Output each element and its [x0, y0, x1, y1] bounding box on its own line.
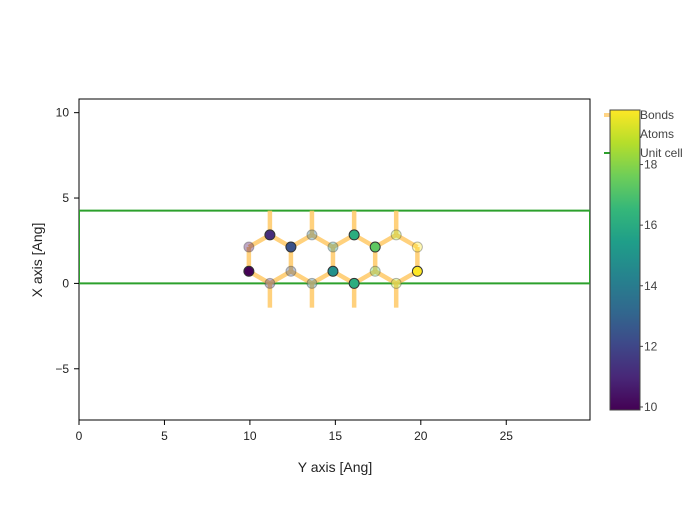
- colorbar-tick-label: 16: [644, 218, 658, 232]
- atom-point[interactable]: [243, 241, 255, 253]
- legend-bonds-label: Bonds: [640, 108, 674, 122]
- x-tick-label: 20: [414, 429, 428, 443]
- atom-point[interactable]: [306, 277, 318, 289]
- atoms-layer: [243, 229, 423, 289]
- colorbar-gradient: [609, 109, 641, 411]
- colorbar-ticks: 10 12 14 16 18: [640, 158, 658, 414]
- colorbar-tick-label: 12: [644, 339, 658, 353]
- bond: [395, 232, 419, 249]
- legend-item-atoms[interactable]: Atoms: [640, 127, 674, 141]
- atom-point[interactable]: [264, 229, 276, 241]
- colorbar-tick-label: 10: [644, 400, 658, 414]
- bond: [268, 269, 293, 286]
- y-tick-label: −5: [55, 362, 69, 376]
- atom-point[interactable]: [411, 241, 423, 253]
- colorbar-tick-label: 14: [644, 279, 658, 293]
- x-tick-label: 0: [76, 429, 83, 443]
- atom-point[interactable]: [369, 241, 381, 253]
- x-tick-label: 10: [243, 429, 257, 443]
- atom-point[interactable]: [390, 277, 402, 289]
- unit-cell: [79, 209, 590, 285]
- legend-atoms-label: Atoms: [640, 127, 674, 141]
- atom-point[interactable]: [285, 241, 297, 253]
- atom-point[interactable]: [264, 277, 276, 289]
- colorbar-tick-label: 18: [644, 158, 658, 172]
- atom-point[interactable]: [390, 229, 402, 241]
- bond: [289, 269, 314, 286]
- x-axis-label: Y axis [Ang]: [298, 459, 372, 475]
- atom-point[interactable]: [411, 265, 423, 277]
- atom-point[interactable]: [306, 229, 318, 241]
- atom-point[interactable]: [348, 277, 360, 289]
- y-axis-ticks: −5 0 5 10: [55, 106, 79, 376]
- colorbar: 10 12 14 16 18: [609, 109, 658, 414]
- y-tick-label: 5: [62, 191, 69, 205]
- bond: [374, 269, 398, 286]
- y-tick-label: 10: [56, 106, 70, 120]
- atom-point[interactable]: [348, 229, 360, 241]
- x-axis-ticks: 0 5 10 15 20 25: [76, 420, 514, 443]
- atom-point[interactable]: [243, 265, 255, 277]
- x-tick-label: 25: [500, 429, 514, 443]
- legend-unit-cell-label: Unit cell: [640, 146, 683, 160]
- atom-point[interactable]: [285, 265, 297, 277]
- atom-point[interactable]: [327, 265, 339, 277]
- atom-point[interactable]: [327, 241, 339, 253]
- x-tick-label: 5: [161, 429, 168, 443]
- atom-point[interactable]: [369, 265, 381, 277]
- y-axis-label: X axis [Ang]: [29, 223, 45, 298]
- x-tick-label: 15: [329, 429, 343, 443]
- y-tick-label: 0: [62, 276, 69, 290]
- bond: [310, 232, 335, 249]
